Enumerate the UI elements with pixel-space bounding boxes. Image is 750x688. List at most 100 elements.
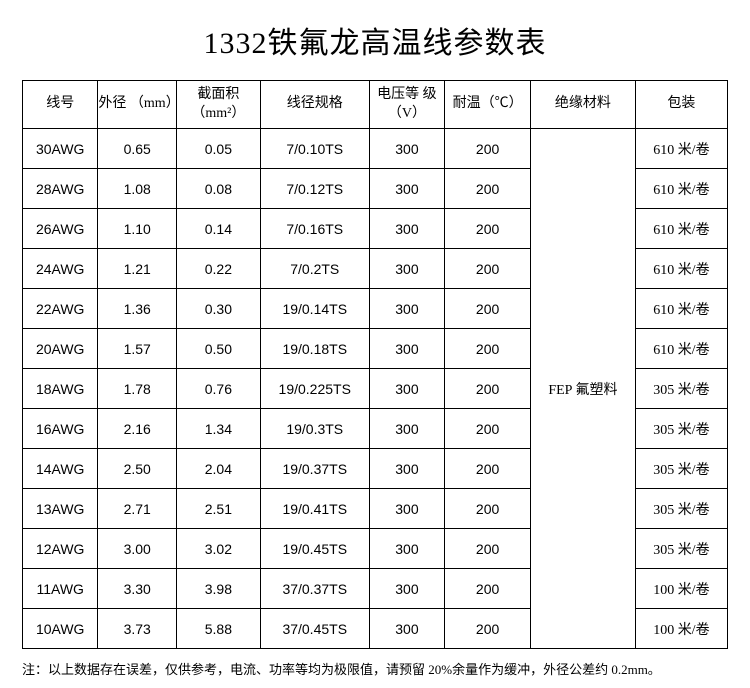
cell-voltage: 300 bbox=[369, 329, 444, 369]
cell-gauge: 12AWG bbox=[23, 529, 98, 569]
cell-spec: 19/0.45TS bbox=[260, 529, 369, 569]
cell-temp: 200 bbox=[445, 249, 531, 289]
cell-area: 2.04 bbox=[176, 449, 260, 489]
col-gauge: 线号 bbox=[23, 81, 98, 129]
cell-gauge: 26AWG bbox=[23, 209, 98, 249]
spec-table: 线号 外径 （mm） 截面积 （mm²） 线径规格 电压等 级（V） 耐温（℃）… bbox=[22, 80, 728, 649]
cell-area: 0.50 bbox=[176, 329, 260, 369]
cell-spec: 19/0.14TS bbox=[260, 289, 369, 329]
cell-temp: 200 bbox=[445, 329, 531, 369]
cell-pack: 610 米/卷 bbox=[635, 129, 727, 169]
cell-area: 0.14 bbox=[176, 209, 260, 249]
cell-temp: 200 bbox=[445, 409, 531, 449]
cell-gauge: 30AWG bbox=[23, 129, 98, 169]
cell-voltage: 300 bbox=[369, 209, 444, 249]
cell-voltage: 300 bbox=[369, 129, 444, 169]
table-header-row: 线号 外径 （mm） 截面积 （mm²） 线径规格 电压等 级（V） 耐温（℃）… bbox=[23, 81, 728, 129]
col-voltage: 电压等 级（V） bbox=[369, 81, 444, 129]
cell-pack: 610 米/卷 bbox=[635, 209, 727, 249]
cell-pack: 305 米/卷 bbox=[635, 489, 727, 529]
cell-temp: 200 bbox=[445, 289, 531, 329]
cell-voltage: 300 bbox=[369, 409, 444, 449]
cell-temp: 200 bbox=[445, 449, 531, 489]
cell-spec: 19/0.18TS bbox=[260, 329, 369, 369]
cell-spec: 19/0.41TS bbox=[260, 489, 369, 529]
cell-pack: 305 米/卷 bbox=[635, 529, 727, 569]
cell-spec: 7/0.12TS bbox=[260, 169, 369, 209]
cell-od: 1.78 bbox=[98, 369, 177, 409]
cell-od: 0.65 bbox=[98, 129, 177, 169]
cell-gauge: 10AWG bbox=[23, 609, 98, 649]
cell-gauge: 28AWG bbox=[23, 169, 98, 209]
cell-voltage: 300 bbox=[369, 249, 444, 289]
cell-pack: 100 米/卷 bbox=[635, 609, 727, 649]
col-pack: 包装 bbox=[635, 81, 727, 129]
cell-pack: 305 米/卷 bbox=[635, 449, 727, 489]
cell-voltage: 300 bbox=[369, 289, 444, 329]
col-od: 外径 （mm） bbox=[98, 81, 177, 129]
cell-spec: 7/0.2TS bbox=[260, 249, 369, 289]
col-insulation: 绝缘材料 bbox=[531, 81, 636, 129]
cell-temp: 200 bbox=[445, 369, 531, 409]
cell-area: 2.51 bbox=[176, 489, 260, 529]
cell-temp: 200 bbox=[445, 529, 531, 569]
cell-pack: 610 米/卷 bbox=[635, 289, 727, 329]
cell-area: 3.02 bbox=[176, 529, 260, 569]
cell-area: 1.34 bbox=[176, 409, 260, 449]
cell-voltage: 300 bbox=[369, 569, 444, 609]
cell-insulation-merged: FEP 氟塑料 bbox=[531, 129, 636, 649]
cell-spec: 37/0.45TS bbox=[260, 609, 369, 649]
cell-od: 3.73 bbox=[98, 609, 177, 649]
cell-voltage: 300 bbox=[369, 529, 444, 569]
cell-gauge: 14AWG bbox=[23, 449, 98, 489]
cell-spec: 19/0.225TS bbox=[260, 369, 369, 409]
cell-od: 2.50 bbox=[98, 449, 177, 489]
page-title: 1332铁氟龙高温线参数表 bbox=[22, 18, 728, 62]
cell-pack: 610 米/卷 bbox=[635, 249, 727, 289]
cell-spec: 37/0.37TS bbox=[260, 569, 369, 609]
cell-voltage: 300 bbox=[369, 369, 444, 409]
cell-temp: 200 bbox=[445, 569, 531, 609]
cell-temp: 200 bbox=[445, 129, 531, 169]
cell-temp: 200 bbox=[445, 209, 531, 249]
cell-spec: 7/0.16TS bbox=[260, 209, 369, 249]
cell-area: 0.76 bbox=[176, 369, 260, 409]
cell-od: 1.57 bbox=[98, 329, 177, 369]
cell-od: 1.21 bbox=[98, 249, 177, 289]
cell-voltage: 300 bbox=[369, 449, 444, 489]
cell-od: 3.30 bbox=[98, 569, 177, 609]
cell-gauge: 18AWG bbox=[23, 369, 98, 409]
cell-spec: 7/0.10TS bbox=[260, 129, 369, 169]
col-temp: 耐温（℃） bbox=[445, 81, 531, 129]
cell-spec: 19/0.3TS bbox=[260, 409, 369, 449]
cell-od: 1.08 bbox=[98, 169, 177, 209]
cell-voltage: 300 bbox=[369, 169, 444, 209]
table-row: 30AWG0.650.057/0.10TS300200FEP 氟塑料610 米/… bbox=[23, 129, 728, 169]
cell-gauge: 13AWG bbox=[23, 489, 98, 529]
cell-area: 0.05 bbox=[176, 129, 260, 169]
cell-od: 2.16 bbox=[98, 409, 177, 449]
cell-voltage: 300 bbox=[369, 609, 444, 649]
cell-area: 3.98 bbox=[176, 569, 260, 609]
cell-voltage: 300 bbox=[369, 489, 444, 529]
cell-temp: 200 bbox=[445, 609, 531, 649]
cell-pack: 610 米/卷 bbox=[635, 169, 727, 209]
col-spec: 线径规格 bbox=[260, 81, 369, 129]
cell-area: 0.08 bbox=[176, 169, 260, 209]
cell-gauge: 11AWG bbox=[23, 569, 98, 609]
cell-gauge: 16AWG bbox=[23, 409, 98, 449]
cell-od: 2.71 bbox=[98, 489, 177, 529]
cell-area: 5.88 bbox=[176, 609, 260, 649]
cell-temp: 200 bbox=[445, 489, 531, 529]
cell-gauge: 24AWG bbox=[23, 249, 98, 289]
cell-od: 3.00 bbox=[98, 529, 177, 569]
cell-spec: 19/0.37TS bbox=[260, 449, 369, 489]
cell-pack: 305 米/卷 bbox=[635, 409, 727, 449]
cell-od: 1.10 bbox=[98, 209, 177, 249]
footnote: 注：以上数据存在误差，仅供参考，电流、功率等均为极限值，请预留 20%余量作为缓… bbox=[22, 659, 728, 678]
cell-area: 0.22 bbox=[176, 249, 260, 289]
cell-od: 1.36 bbox=[98, 289, 177, 329]
cell-pack: 305 米/卷 bbox=[635, 369, 727, 409]
cell-gauge: 20AWG bbox=[23, 329, 98, 369]
cell-gauge: 22AWG bbox=[23, 289, 98, 329]
